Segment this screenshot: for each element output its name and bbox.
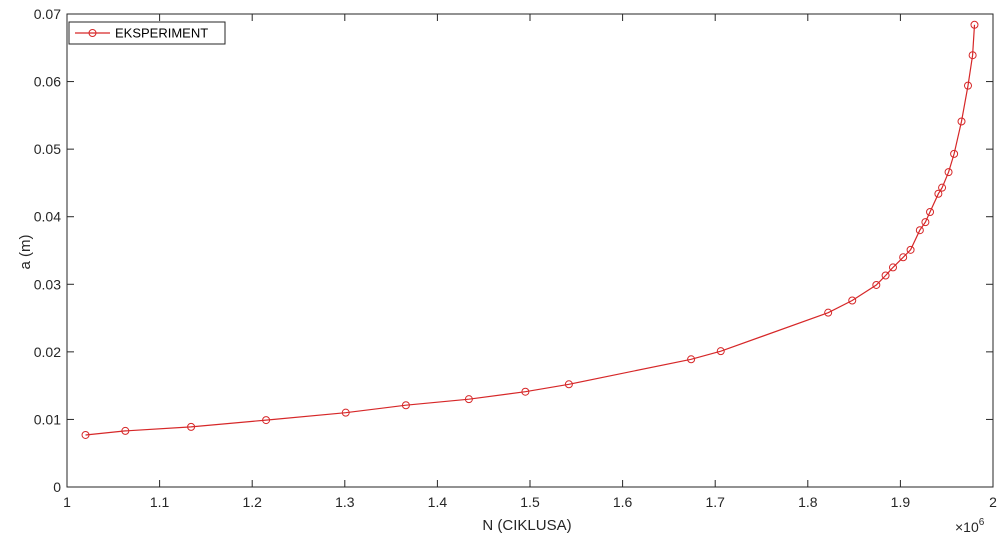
x-tick-label: 1.5 [520,494,540,510]
axes-box [66,13,994,488]
x-tick-label: 1.1 [150,494,170,510]
y-tick-label: 0.02 [34,344,61,360]
data-point [401,401,410,410]
data-point [934,189,943,198]
data-point [970,20,979,29]
data-point [341,408,350,417]
x-tick-label: 1.4 [428,494,448,510]
data-point [944,168,953,177]
data-point [262,416,271,425]
x-tick-label: 1.7 [705,494,725,510]
x-tick-label: 1.6 [613,494,633,510]
y-tick-label: 0.04 [34,209,61,225]
x-axis-title: N (CIKLUSA) [482,517,571,534]
data-point [521,387,530,396]
data-point [950,149,959,158]
x-axis-multiplier: ×106 [955,517,985,535]
data-point [187,422,196,431]
data-point [716,347,725,356]
x-tick-label: 1.2 [242,494,262,510]
data-point [81,430,90,439]
x-tick-label: 1.8 [798,494,818,510]
data-point [121,426,130,435]
data-point [921,218,930,227]
data-point [963,81,972,90]
data-point [687,355,696,364]
data-point [888,263,897,272]
plot-area: 1 1.1 1.2 1.3 1.4 1.5 1.6 1.7 1.8 1.9 2 0 0.01 0.02 0.… [34,6,997,510]
legend-entry-label: EKSPERIMENT [115,26,208,41]
data-point [881,271,890,280]
data-point [915,226,924,235]
data-point [464,395,473,404]
y-axis-title: a (m) [17,235,34,270]
legend: EKSPERIMENT [68,21,226,45]
y-tick-label: 0.01 [34,411,61,427]
data-point [968,51,977,60]
data-point [906,245,915,254]
data-point [872,280,881,289]
legend-box [68,21,226,45]
data-point [899,253,908,262]
y-tick-label: 0.05 [34,141,61,157]
data-point [564,380,573,389]
y-tick-label: 0 [53,479,61,495]
data-point [926,207,935,216]
legend-marker-sample [88,29,97,37]
data-point [938,183,947,192]
x-tick-label: 1 [63,494,71,510]
series-line [85,24,976,436]
x-tick-label: 1.3 [335,494,355,510]
data-point [848,296,857,305]
x-tick-label: 2 [989,494,997,510]
y-tick-label: 0.07 [34,6,61,22]
y-tick-label: 0.06 [34,74,61,90]
data-point [957,117,966,126]
y-tick-label: 0.03 [34,276,61,292]
data-point [824,308,833,317]
x-tick-label: 1.9 [891,494,911,510]
